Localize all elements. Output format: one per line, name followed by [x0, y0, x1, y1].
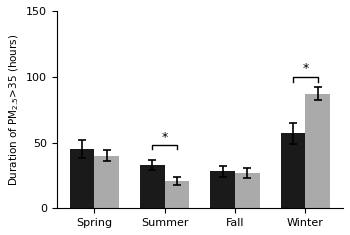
Y-axis label: Duration of PM$_{2.5}$>35 (hours): Duration of PM$_{2.5}$>35 (hours) [7, 33, 21, 186]
Bar [210, 172, 235, 208]
Text: *: * [302, 63, 309, 75]
Bar [235, 173, 260, 208]
Text: *: * [162, 131, 168, 144]
Bar [140, 165, 165, 208]
Bar [165, 181, 189, 208]
Bar [94, 156, 119, 208]
Bar [281, 133, 306, 208]
Bar [306, 94, 330, 208]
Bar [70, 149, 94, 208]
